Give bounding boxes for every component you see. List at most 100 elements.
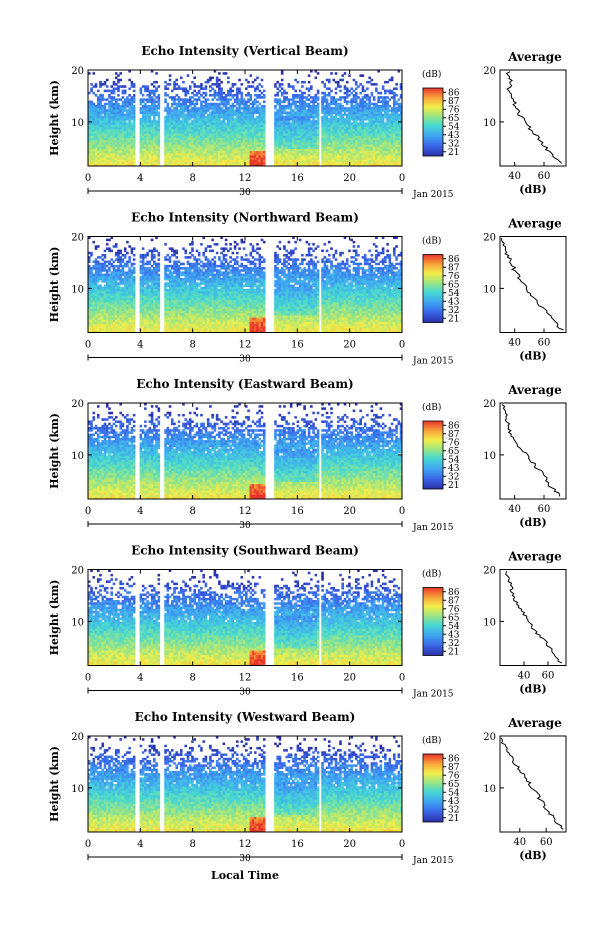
heatmap-cell (354, 144, 358, 147)
heatmap-cell (307, 328, 311, 331)
heatmap-cell (141, 152, 145, 156)
heatmap-cell (363, 163, 367, 167)
heatmap-cell (280, 124, 284, 128)
heatmap-cell (130, 144, 134, 147)
heatmap-cell (249, 122, 253, 125)
heatmap-cell (179, 111, 183, 114)
heatmap-cell (227, 137, 230, 141)
heatmap-cell (218, 120, 221, 123)
heatmap-cell (278, 98, 282, 101)
heatmap-cell (96, 152, 100, 156)
heatmap-cell (251, 157, 255, 160)
heatmap-cell (186, 120, 190, 123)
heatmap-cell (325, 104, 329, 108)
heatmap-cell (188, 109, 192, 112)
heatmap-cell (168, 137, 172, 141)
heatmap-cell (258, 146, 262, 149)
heatmap-cell (310, 131, 313, 134)
heatmap-cell (352, 115, 356, 119)
heatmap-cell (348, 152, 351, 156)
heatmap-cell (363, 133, 367, 136)
heatmap-cell (368, 148, 371, 152)
heatmap-cell (173, 100, 176, 104)
heatmap-cell (197, 142, 201, 145)
heatmap-cell (117, 87, 120, 90)
heatmap-cell (379, 100, 383, 104)
heatmap-cell (307, 137, 311, 141)
heatmap-cell (215, 126, 219, 130)
heatmap-cell (386, 118, 389, 121)
heatmap-cell (395, 148, 398, 152)
heatmap-cell (168, 325, 172, 329)
heatmap-cell (238, 325, 241, 329)
heatmap-cell (336, 323, 340, 327)
heatmap-cell (370, 115, 374, 119)
heatmap-cell (354, 120, 358, 123)
heatmap-cell (195, 120, 199, 123)
heatmap-cell (339, 155, 342, 158)
heatmap-cell (298, 144, 302, 147)
colorbar-tick-label: 76 (448, 105, 460, 115)
heatmap-cell (153, 94, 156, 97)
heatmap-cell (168, 135, 172, 138)
heatmap-cell (132, 96, 136, 99)
heatmap-cell (204, 118, 208, 121)
heatmap-cell (132, 118, 136, 121)
heatmap-cell (253, 94, 257, 97)
heatmap-cell (348, 133, 351, 136)
heatmap-cell (108, 133, 111, 136)
heatmap-cell (298, 146, 302, 149)
heatmap-cell (341, 325, 345, 329)
heatmap-cell (193, 124, 196, 128)
heatmap-cell (238, 102, 241, 106)
heatmap-cell (316, 163, 320, 167)
heatmap-cell (327, 161, 331, 165)
heatmap-cell (240, 139, 244, 143)
heatmap-cell (211, 142, 214, 145)
heatmap-cell (193, 148, 196, 152)
heatmap-cell (88, 330, 91, 333)
heatmap-cell (305, 325, 309, 329)
heatmap-cell (186, 109, 190, 112)
heatmap-cell (123, 163, 127, 167)
heatmap-cell (357, 157, 360, 160)
heatmap-cell (195, 91, 199, 95)
heatmap-cell (175, 94, 179, 97)
heatmap-cell (359, 100, 362, 104)
heatmap-cell (220, 89, 223, 93)
heatmap-cell (359, 104, 362, 108)
heatmap-cell (336, 109, 340, 112)
heatmap-cell (258, 142, 262, 145)
heatmap-cell (170, 128, 174, 132)
heatmap-cell (166, 111, 170, 114)
heatmap-cell (287, 137, 291, 141)
heatmap-cell (256, 155, 259, 158)
heatmap-cell (121, 100, 125, 104)
heatmap-cell (114, 159, 118, 162)
heatmap-cell (312, 118, 315, 121)
heatmap-cell (141, 328, 145, 331)
heatmap-cell (256, 122, 259, 125)
heatmap-cell (334, 128, 338, 132)
heatmap-cell (357, 102, 360, 106)
heatmap-cell (141, 148, 145, 152)
heatmap-cell (110, 148, 114, 152)
heatmap-cell (108, 325, 111, 329)
heatmap-cell (130, 152, 134, 156)
heatmap-cell (397, 159, 401, 162)
heatmap-cell (224, 131, 228, 134)
heatmap-cell (211, 321, 214, 325)
heatmap-cell (366, 139, 369, 143)
heatmap-cell (157, 120, 161, 123)
heatmap-cell (357, 122, 360, 125)
heatmap-cell (200, 83, 203, 86)
heatmap-cell (110, 120, 114, 123)
heatmap-cell (157, 330, 161, 333)
heatmap-cell (274, 133, 277, 136)
heatmap-cell (253, 157, 257, 160)
heatmap-cell (236, 157, 239, 160)
heatmap-cell (274, 330, 277, 333)
heatmap-cell (153, 80, 156, 84)
heatmap-cell (262, 155, 266, 158)
heatmap-cell (231, 133, 235, 136)
